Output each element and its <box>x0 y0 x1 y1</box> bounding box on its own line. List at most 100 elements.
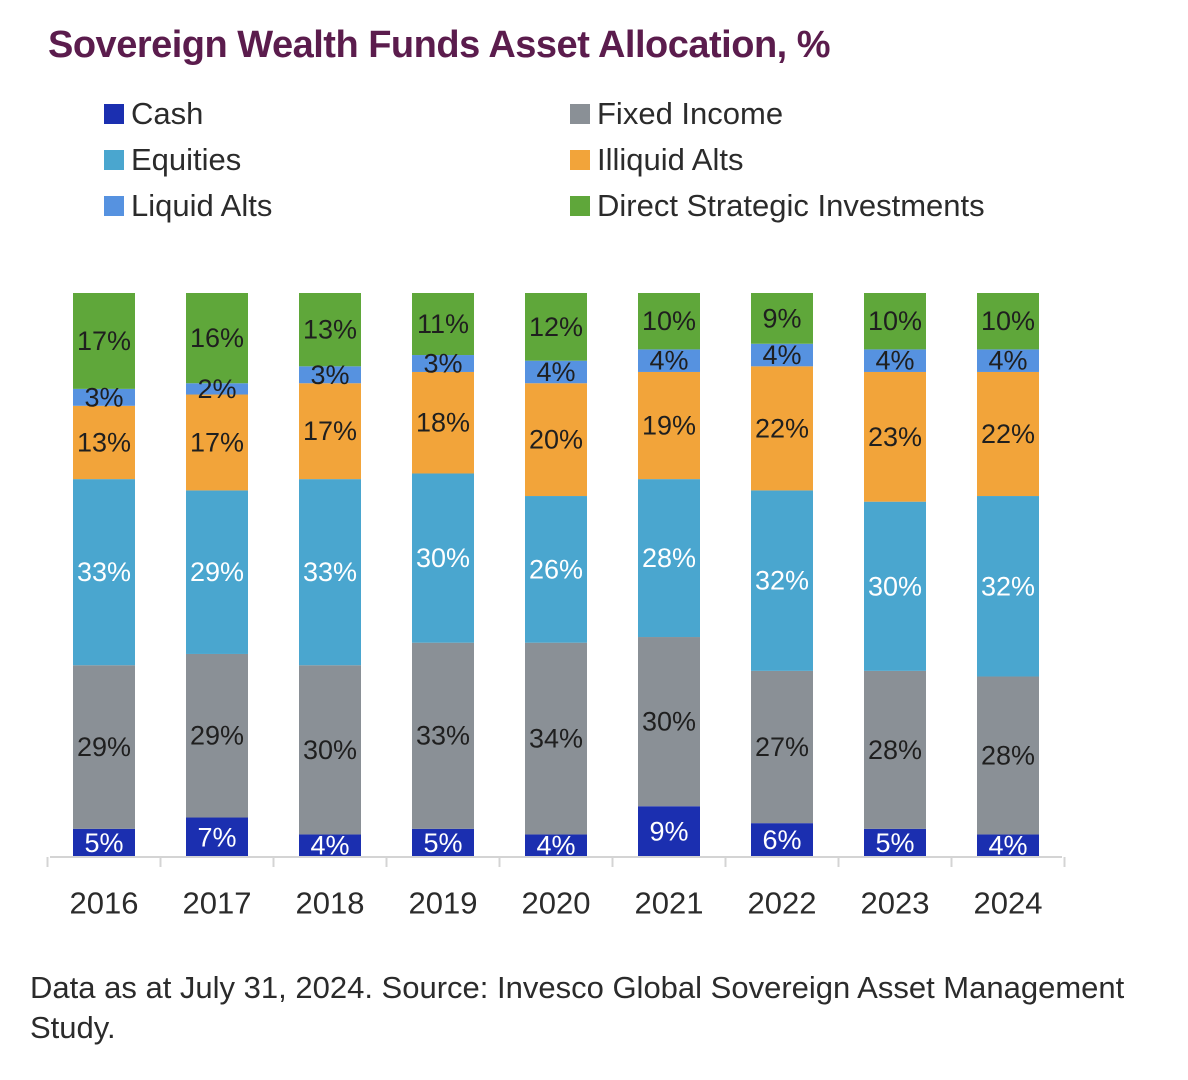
bar-segment-equities-2021 <box>638 479 700 638</box>
bar-segment-illiquid-alts-2021 <box>638 371 700 480</box>
data-label-fixed-income-2020: 34% <box>529 724 583 754</box>
x-tick-label-2021: 2021 <box>635 886 704 921</box>
bar-stack-2018 <box>299 293 361 857</box>
bar-segment-direct-strategic-investments-2023 <box>864 293 926 350</box>
bar-segment-liquid-alts-2022 <box>751 343 813 367</box>
data-label-equities-2023: 30% <box>868 571 922 601</box>
bar-segment-illiquid-alts-2017 <box>186 394 248 491</box>
data-label-fixed-income-2022: 27% <box>755 732 809 762</box>
data-label-direct-strategic-investments-2021: 10% <box>642 306 696 336</box>
data-label-liquid-alts-2021: 4% <box>649 346 688 376</box>
bar-segment-equities-2017 <box>186 490 248 654</box>
bar-segment-fixed-income-2017 <box>186 653 248 818</box>
fixed-income-swatch-icon <box>570 104 590 124</box>
bar-segment-illiquid-alts-2019 <box>412 371 474 474</box>
data-label-cash-2017: 7% <box>197 822 236 852</box>
data-label-cash-2019: 5% <box>423 828 462 858</box>
data-label-illiquid-alts-2020: 20% <box>529 425 583 455</box>
data-label-illiquid-alts-2019: 18% <box>416 408 470 438</box>
legend: Cash Equities Liquid Alts Fixed Income I… <box>104 92 1104 242</box>
data-label-direct-strategic-investments-2020: 12% <box>529 312 583 342</box>
data-label-cash-2018: 4% <box>310 831 349 861</box>
data-label-equities-2018: 33% <box>303 557 357 587</box>
data-label-liquid-alts-2019: 3% <box>423 349 462 379</box>
bar-stack-2022 <box>751 293 813 857</box>
bar-segment-cash-2017 <box>186 817 248 857</box>
bar-segment-liquid-alts-2021 <box>638 349 700 372</box>
data-label-fixed-income-2024: 28% <box>981 740 1035 770</box>
bar-segment-fixed-income-2020 <box>525 642 587 835</box>
data-label-equities-2020: 26% <box>529 554 583 584</box>
legend-label-illiquid-alts: Illiquid Alts <box>597 142 744 177</box>
bar-stack-2016 <box>73 293 135 857</box>
x-tick-label-2024: 2024 <box>974 886 1043 921</box>
bar-segment-cash-2022 <box>751 823 813 857</box>
bar-segment-illiquid-alts-2016 <box>73 405 135 480</box>
data-label-fixed-income-2021: 30% <box>642 707 696 737</box>
data-label-equities-2016: 33% <box>77 557 131 587</box>
x-tick-label-2020: 2020 <box>522 886 591 921</box>
data-label-direct-strategic-investments-2022: 9% <box>762 303 801 333</box>
bar-segment-direct-strategic-investments-2024 <box>977 293 1039 350</box>
equities-swatch-icon <box>104 150 124 170</box>
legend-label-liquid-alts: Liquid Alts <box>131 188 273 223</box>
data-label-equities-2019: 30% <box>416 543 470 573</box>
data-label-liquid-alts-2018: 3% <box>310 360 349 390</box>
data-label-direct-strategic-investments-2024: 10% <box>981 306 1035 336</box>
bar-segment-liquid-alts-2018 <box>299 366 361 384</box>
bar-segment-illiquid-alts-2024 <box>977 371 1039 497</box>
bar-segment-fixed-income-2024 <box>977 676 1039 835</box>
bar-segment-fixed-income-2023 <box>864 670 926 829</box>
data-label-direct-strategic-investments-2016: 17% <box>77 326 131 356</box>
data-label-liquid-alts-2024: 4% <box>988 346 1027 376</box>
legend-item-equities: Equities <box>104 138 241 182</box>
footnote: Data as at July 31, 2024. Source: Invesc… <box>30 970 1125 1045</box>
bar-segment-equities-2024 <box>977 496 1039 677</box>
bar-segment-equities-2023 <box>864 501 926 671</box>
data-label-fixed-income-2017: 29% <box>190 721 244 751</box>
bar-segment-direct-strategic-investments-2018 <box>299 293 361 367</box>
data-label-liquid-alts-2016: 3% <box>84 382 123 412</box>
data-label-cash-2024: 4% <box>988 831 1027 861</box>
data-label-liquid-alts-2017: 2% <box>197 374 236 404</box>
bar-segment-direct-strategic-investments-2016 <box>73 293 135 389</box>
bar-segment-direct-strategic-investments-2020 <box>525 293 587 361</box>
bar-segment-equities-2016 <box>73 479 135 666</box>
bar-segment-liquid-alts-2016 <box>73 388 135 406</box>
bar-segment-illiquid-alts-2020 <box>525 383 587 497</box>
bar-segment-equities-2020 <box>525 496 587 643</box>
bar-segment-fixed-income-2018 <box>299 665 361 835</box>
legend-item-fixed-income: Fixed Income <box>570 92 783 136</box>
bar-stack-2017 <box>186 293 248 857</box>
x-tick-label-2017: 2017 <box>183 886 252 921</box>
legend-item-direct-strategic-investments: Direct Strategic Investments <box>570 184 985 228</box>
direct-strategic-investments-swatch-icon <box>570 196 590 216</box>
data-label-equities-2022: 32% <box>755 566 809 596</box>
bar-segment-illiquid-alts-2022 <box>751 366 813 491</box>
data-label-cash-2022: 6% <box>762 825 801 855</box>
legend-label-cash: Cash <box>131 96 204 131</box>
data-label-equities-2017: 29% <box>190 557 244 587</box>
liquid-alts-swatch-icon <box>104 196 124 216</box>
data-label-direct-strategic-investments-2018: 13% <box>303 315 357 345</box>
bar-segment-fixed-income-2019 <box>412 642 474 829</box>
bar-stack-2021 <box>638 293 700 857</box>
data-label-liquid-alts-2020: 4% <box>536 357 575 387</box>
bar-segment-cash-2021 <box>638 806 700 857</box>
bar-segment-liquid-alts-2020 <box>525 360 587 384</box>
bar-stack-2023 <box>864 293 926 857</box>
data-label-illiquid-alts-2022: 22% <box>755 413 809 443</box>
data-label-fixed-income-2023: 28% <box>868 735 922 765</box>
data-label-illiquid-alts-2017: 17% <box>190 427 244 457</box>
bar-segment-liquid-alts-2023 <box>864 349 926 372</box>
bar-segment-equities-2018 <box>299 479 361 666</box>
data-label-fixed-income-2019: 33% <box>416 721 470 751</box>
data-label-illiquid-alts-2021: 19% <box>642 411 696 441</box>
x-tick-label-2023: 2023 <box>861 886 930 921</box>
data-label-cash-2020: 4% <box>536 831 575 861</box>
legend-label-direct-strategic-investments: Direct Strategic Investments <box>597 188 985 223</box>
bar-segment-fixed-income-2021 <box>638 637 700 807</box>
x-tick-label-2016: 2016 <box>70 886 139 921</box>
bar-segment-illiquid-alts-2018 <box>299 383 361 480</box>
bar-segment-fixed-income-2022 <box>751 670 813 824</box>
